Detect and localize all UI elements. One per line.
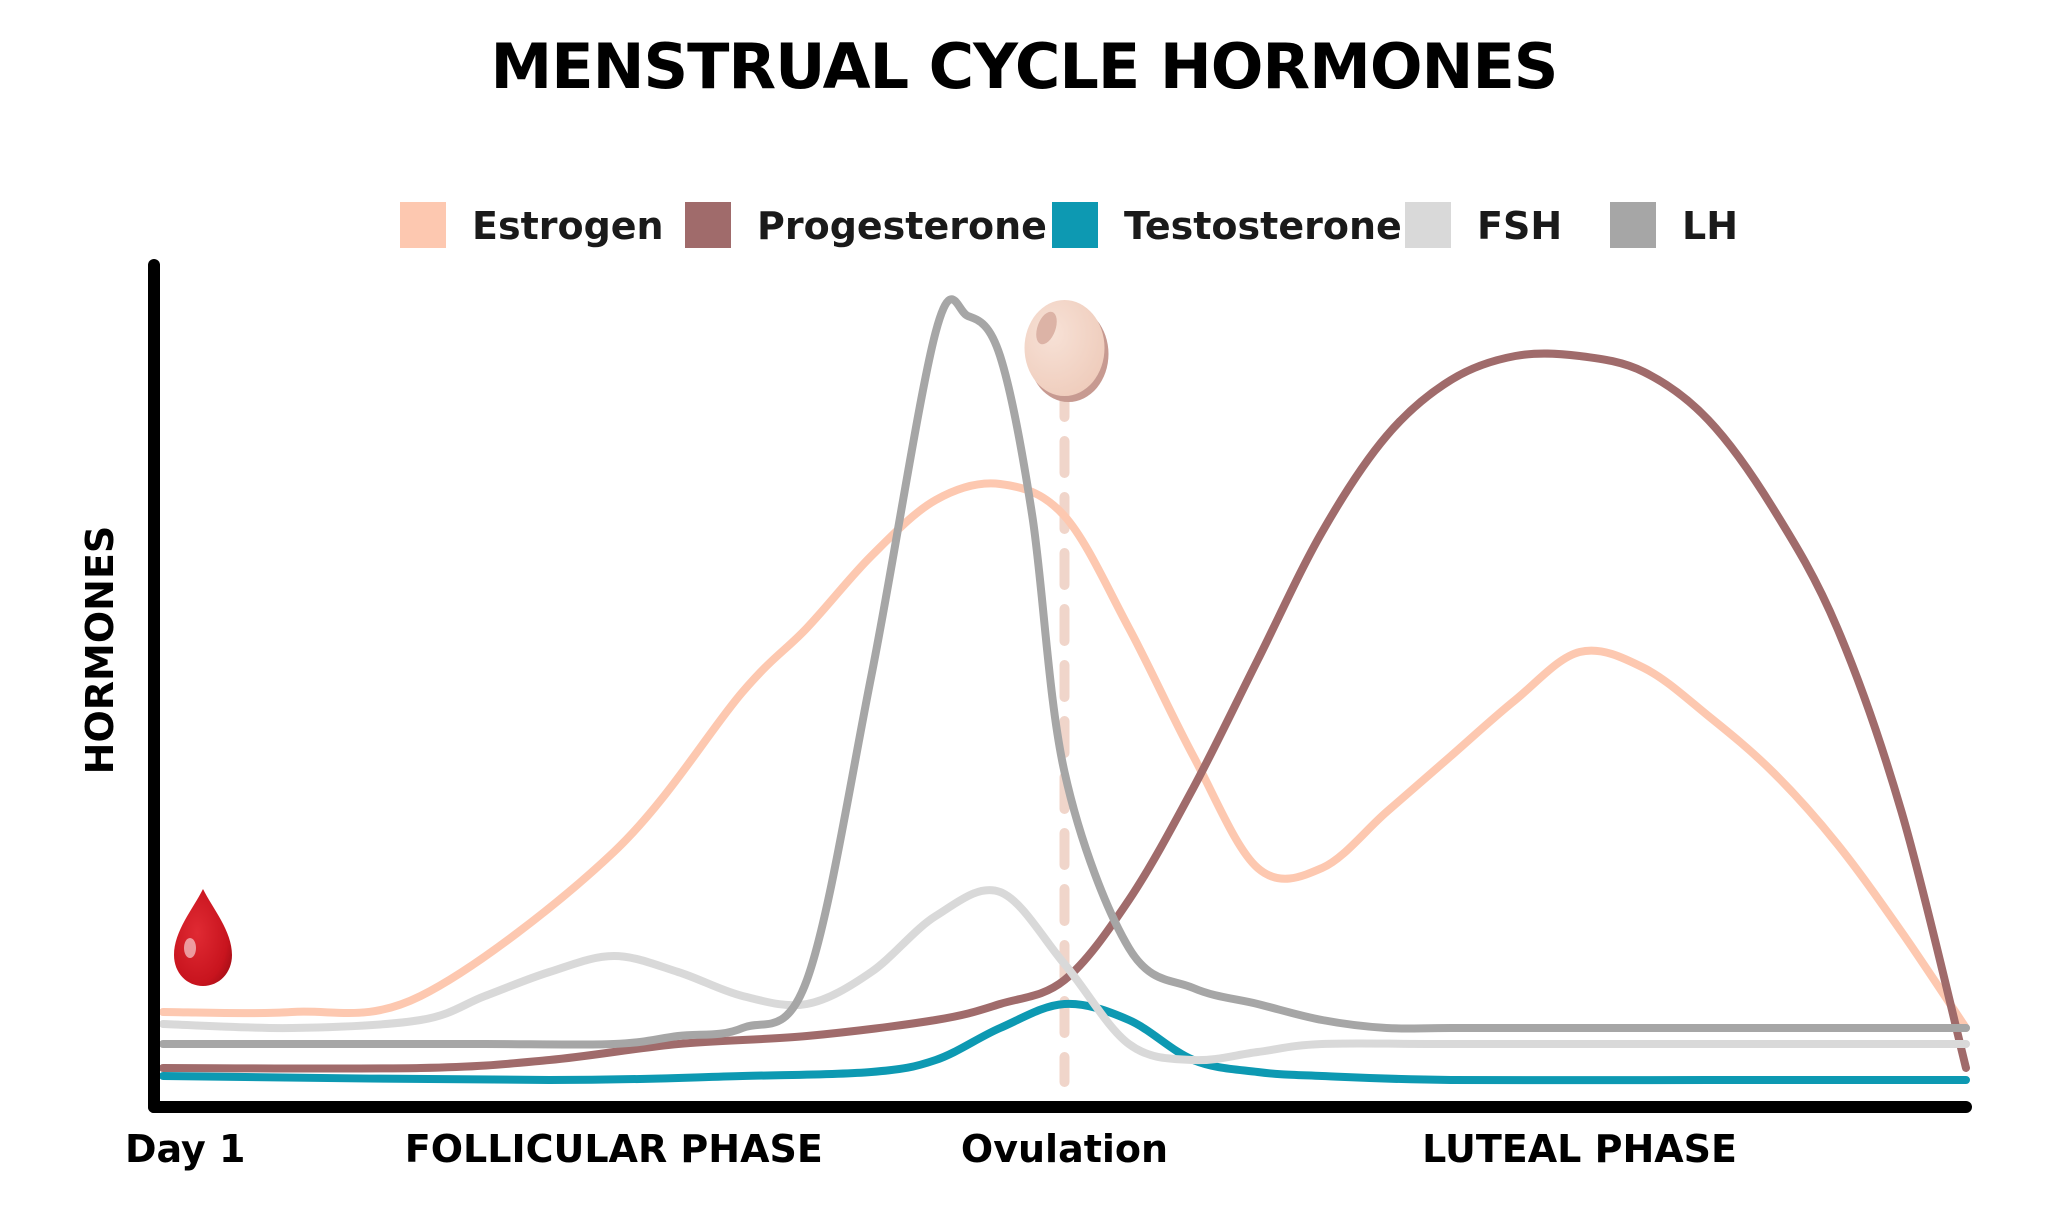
- legend-item-testosterone: Testosterone: [1052, 202, 1402, 248]
- legend-item-progesterone: Progesterone: [685, 202, 1047, 248]
- x-tick-label-day-1: Day 1: [125, 1127, 245, 1171]
- legend-item-estrogen: Estrogen: [400, 202, 664, 248]
- x-tick-label-ovulation: Ovulation: [961, 1127, 1168, 1171]
- series-line-estrogen: [159, 479, 1970, 1032]
- legend-swatch-estrogen: [400, 202, 446, 248]
- legend-item-lh: LH: [1610, 202, 1738, 248]
- legend-item-fsh: FSH: [1405, 202, 1562, 248]
- legend-label-progesterone: Progesterone: [757, 204, 1047, 248]
- x-tick-label-luteal-phase: LUTEAL PHASE: [1422, 1127, 1737, 1171]
- series-line-fsh: [159, 886, 1970, 1065]
- x-tick-labels: Day 1 FOLLICULAR PHASE Ovulation LUTEAL PHA…: [125, 1127, 1737, 1171]
- legend-swatch-progesterone: [685, 202, 731, 248]
- legend: Estrogen Progesterone Testosterone FSH LH: [400, 202, 1738, 248]
- series-lines: [159, 295, 1970, 1085]
- series-line-lh: [159, 295, 1970, 1049]
- legend-label-lh: LH: [1682, 204, 1738, 248]
- series-line-progesterone: [159, 349, 1970, 1073]
- chart-title: MENSTRUAL CYCLE HORMONES: [491, 30, 1558, 103]
- legend-label-fsh: FSH: [1477, 204, 1562, 248]
- legend-swatch-lh: [1610, 202, 1656, 248]
- legend-label-estrogen: Estrogen: [472, 204, 664, 248]
- legend-swatch-testosterone: [1052, 202, 1098, 248]
- y-axis-label: HORMONES: [78, 526, 122, 775]
- legend-label-testosterone: Testosterone: [1124, 204, 1402, 248]
- blood-drop-icon: [174, 889, 232, 986]
- egg-icon: [1024, 300, 1109, 402]
- legend-swatch-fsh: [1405, 202, 1451, 248]
- x-tick-label-follicular-phase: FOLLICULAR PHASE: [405, 1127, 823, 1171]
